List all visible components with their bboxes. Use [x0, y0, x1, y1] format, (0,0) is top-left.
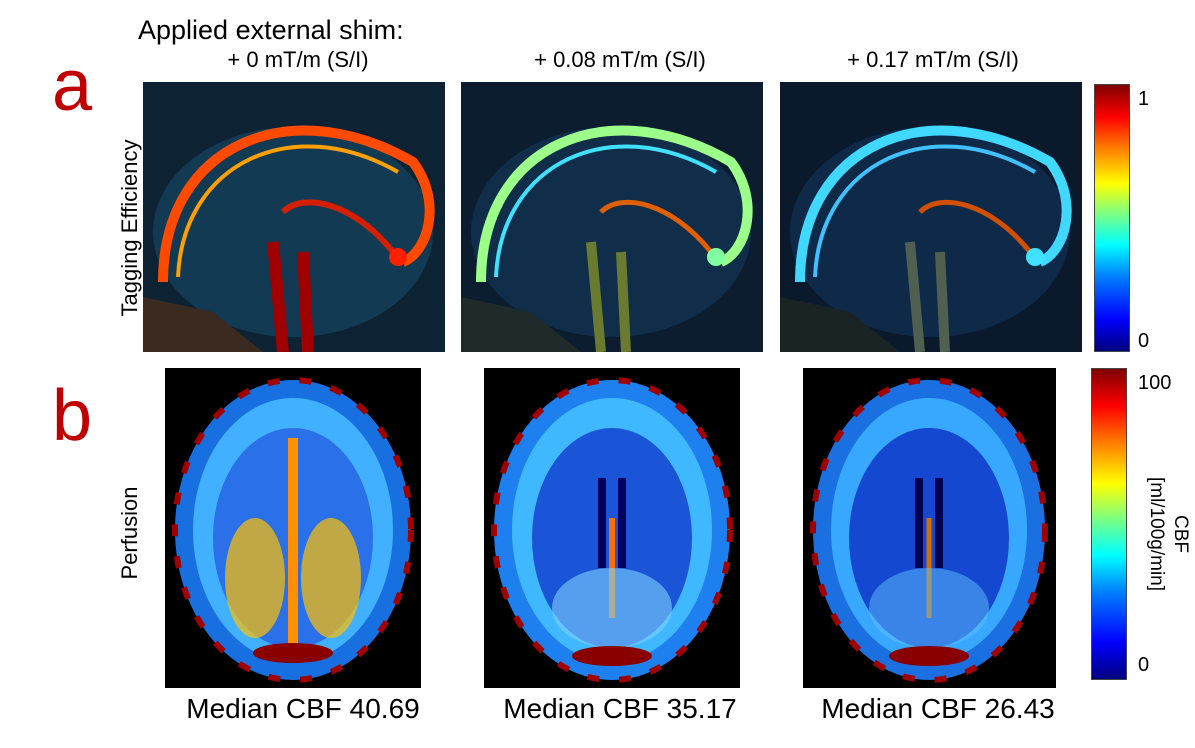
- median-cbf-caption-0: Median CBF 40.69: [186, 693, 420, 724]
- tagging-efficiency-colorbar: [1094, 84, 1130, 352]
- tagging-efficiency-image-0: [143, 82, 445, 352]
- cbf-colorbar-label-line1: CBF: [1170, 515, 1191, 553]
- tagging-efficiency-image-1: [461, 82, 763, 352]
- column-title-0: + 0 mT/m (S/I): [227, 47, 369, 72]
- perfusion-image-2: [803, 368, 1056, 688]
- column-title-2: + 0.17 mT/m (S/I): [847, 47, 1019, 72]
- cbf-colorbar: [1091, 368, 1127, 680]
- perfusion-image-0: [165, 368, 421, 688]
- panel-letter-b: b: [52, 376, 93, 456]
- perfusion-image-1: [484, 368, 740, 688]
- tagging-colorbar-min-label: 0: [1138, 330, 1150, 352]
- panel-letter-a: a: [52, 46, 93, 126]
- cbf-colorbar-label-line2: [ml/100g/min]: [1146, 476, 1167, 592]
- row-label-tagging-efficiency: Tagging Efficiency: [117, 139, 142, 317]
- cbf-colorbar-axis-label: CBF [ml/100g/min]: [1144, 434, 1192, 634]
- median-cbf-caption-1: Median CBF 35.17: [503, 693, 737, 724]
- figure-header-title: Applied external shim:: [138, 15, 404, 45]
- tagging-efficiency-image-2: [780, 82, 1082, 352]
- row-label-perfusion: Perfusion: [117, 486, 142, 580]
- tagging-colorbar-max-label: 1: [1138, 88, 1150, 110]
- cbf-colorbar-max-label: 100: [1138, 372, 1172, 394]
- cbf-colorbar-min-label: 0: [1138, 654, 1150, 676]
- column-title-1: + 0.08 mT/m (S/I): [534, 47, 706, 72]
- median-cbf-caption-2: Median CBF 26.43: [821, 693, 1055, 724]
